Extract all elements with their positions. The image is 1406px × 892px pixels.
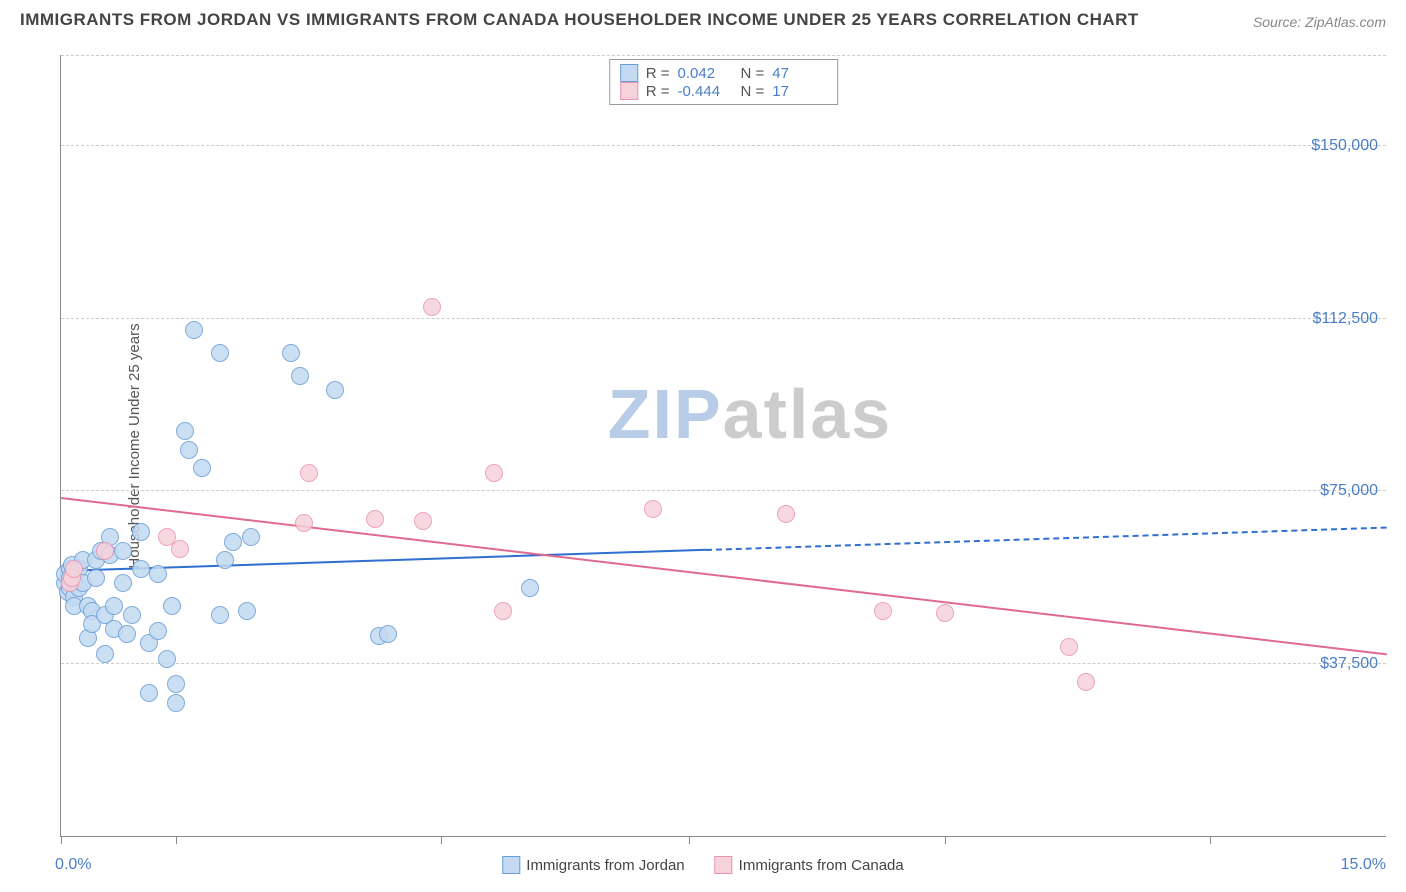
data-point: [123, 606, 141, 624]
data-point: [494, 602, 512, 620]
data-point: [96, 542, 114, 560]
trend-line: [61, 497, 1387, 655]
legend-swatch: [620, 64, 638, 82]
legend-swatch: [715, 856, 733, 874]
data-point: [291, 367, 309, 385]
data-point: [644, 500, 662, 518]
gridline: [61, 55, 1386, 56]
legend-item: Immigrants from Canada: [715, 856, 904, 874]
data-point: [1060, 638, 1078, 656]
r-value: 0.042: [678, 65, 733, 82]
watermark: ZIPatlas: [608, 374, 892, 454]
data-point: [171, 540, 189, 558]
x-tick: [441, 836, 442, 844]
data-point: [521, 579, 539, 597]
data-point: [485, 464, 503, 482]
data-point: [149, 622, 167, 640]
data-point: [211, 606, 229, 624]
x-axis-min-label: 0.0%: [55, 856, 91, 874]
data-point: [238, 602, 256, 620]
data-point: [300, 464, 318, 482]
data-point: [140, 684, 158, 702]
watermark-atlas: atlas: [723, 375, 893, 453]
x-axis-max-label: 15.0%: [1341, 856, 1386, 874]
x-tick: [1210, 836, 1211, 844]
x-tick: [945, 836, 946, 844]
data-point: [216, 551, 234, 569]
series-legend: Immigrants from Jordan Immigrants from Ca…: [502, 856, 903, 874]
data-point: [282, 344, 300, 362]
plot-area: ZIPatlas R = 0.042 N = 47 R = -0.444 N = 17 $37…: [60, 55, 1386, 837]
data-point: [96, 645, 114, 663]
data-point: [185, 321, 203, 339]
data-point: [936, 604, 954, 622]
gridline: [61, 318, 1386, 319]
chart-title: IMMIGRANTS FROM JORDAN VS IMMIGRANTS FRO…: [20, 10, 1139, 30]
y-tick-label: $112,500: [1312, 310, 1378, 328]
data-point: [1077, 673, 1095, 691]
x-tick: [61, 836, 62, 844]
y-tick-label: $150,000: [1311, 137, 1378, 155]
r-label: R =: [646, 83, 670, 100]
data-point: [414, 512, 432, 530]
data-point: [180, 441, 198, 459]
data-point: [167, 694, 185, 712]
data-point: [423, 298, 441, 316]
data-point: [149, 565, 167, 583]
data-point: [326, 381, 344, 399]
data-point: [158, 650, 176, 668]
n-label: N =: [741, 65, 765, 82]
corr-legend-row: R = -0.444 N = 17: [620, 82, 828, 100]
data-point: [132, 523, 150, 541]
y-tick-label: $37,500: [1320, 655, 1378, 673]
data-point: [242, 528, 260, 546]
n-value: 17: [772, 83, 827, 100]
n-label: N =: [741, 83, 765, 100]
legend-label: Immigrants from Canada: [739, 857, 904, 874]
x-tick: [689, 836, 690, 844]
data-point: [379, 625, 397, 643]
r-label: R =: [646, 65, 670, 82]
correlation-legend: R = 0.042 N = 47 R = -0.444 N = 17: [609, 59, 839, 105]
chart-container: IMMIGRANTS FROM JORDAN VS IMMIGRANTS FRO…: [0, 0, 1406, 892]
watermark-zip: ZIP: [608, 375, 723, 453]
gridline: [61, 490, 1386, 491]
data-point: [176, 422, 194, 440]
legend-swatch: [620, 82, 638, 100]
data-point: [167, 675, 185, 693]
data-point: [87, 569, 105, 587]
gridline: [61, 145, 1386, 146]
data-point: [193, 459, 211, 477]
gridline: [61, 663, 1386, 664]
data-point: [366, 510, 384, 528]
legend-label: Immigrants from Jordan: [526, 857, 684, 874]
data-point: [65, 560, 83, 578]
data-point: [118, 625, 136, 643]
data-point: [874, 602, 892, 620]
legend-swatch: [502, 856, 520, 874]
data-point: [114, 574, 132, 592]
x-tick: [176, 836, 177, 844]
y-tick-label: $75,000: [1320, 482, 1378, 500]
data-point: [163, 597, 181, 615]
data-point: [105, 597, 123, 615]
data-point: [224, 533, 242, 551]
n-value: 47: [772, 65, 827, 82]
source-attribution: Source: ZipAtlas.com: [1253, 14, 1386, 30]
data-point: [114, 542, 132, 560]
data-point: [211, 344, 229, 362]
r-value: -0.444: [678, 83, 733, 100]
data-point: [295, 514, 313, 532]
legend-item: Immigrants from Jordan: [502, 856, 684, 874]
data-point: [132, 560, 150, 578]
corr-legend-row: R = 0.042 N = 47: [620, 64, 828, 82]
trend-line-dashed: [706, 526, 1387, 550]
data-point: [777, 505, 795, 523]
